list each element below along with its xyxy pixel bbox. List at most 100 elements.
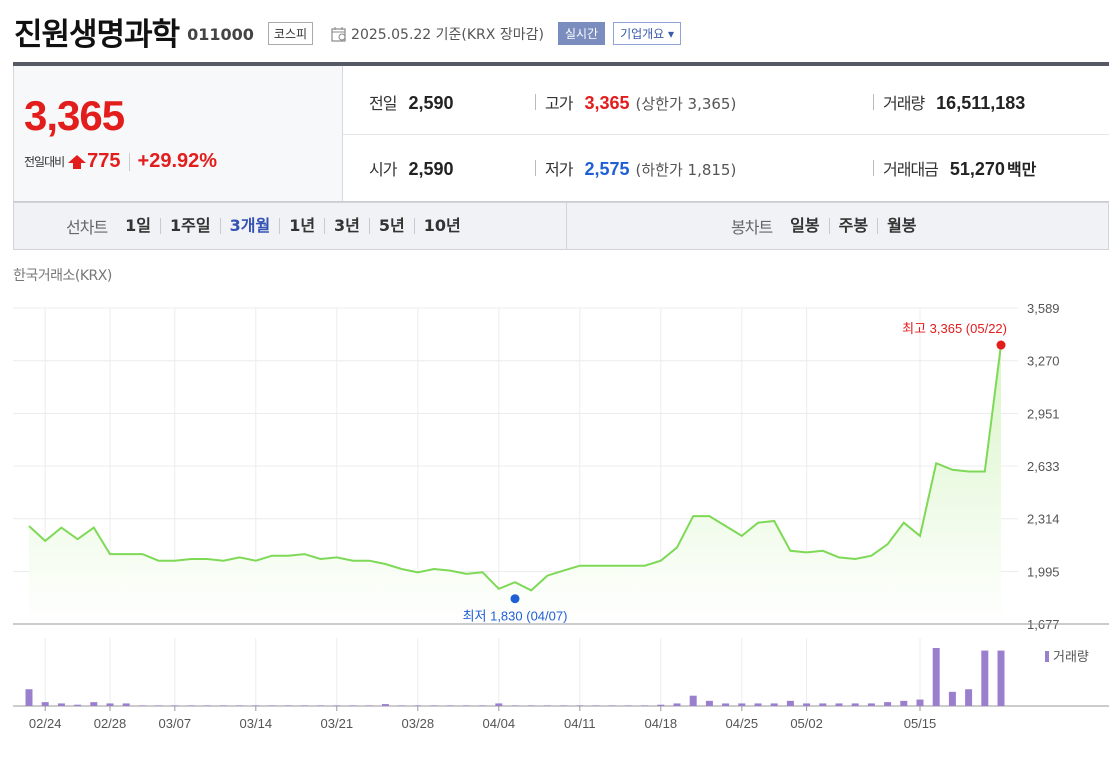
stat-label: 거래대금 (883, 160, 939, 179)
line-tab-1[interactable]: 1주일 (160, 218, 220, 234)
volume-bar (754, 703, 762, 706)
volume-bar (479, 705, 487, 706)
volume-bar (786, 700, 794, 706)
volume-bar (446, 705, 454, 706)
lower-limit: (하한가 1,815) (635, 161, 737, 179)
candle-chart-title: 봉차트 (731, 218, 773, 237)
volume-bar (268, 705, 276, 706)
divider (873, 160, 874, 176)
price-area (29, 345, 1001, 624)
row-divider (343, 134, 1109, 135)
volume-bar (317, 705, 325, 706)
y-tick-label: 2,314 (1027, 512, 1060, 527)
upper-limit: (상한가 3,365) (635, 95, 737, 113)
stat-label: 고가 (545, 94, 573, 113)
volume-bar (997, 650, 1005, 706)
volume-bar (900, 700, 908, 706)
volume-bar (932, 648, 940, 706)
stat-value: 51,270 (949, 159, 1005, 179)
divider (873, 94, 874, 110)
stat-volume: 거래량 16,511,183 (883, 90, 1025, 114)
change-label: 전일대비 (24, 155, 65, 169)
high-annotation: 최고 3,365 (05/22) (902, 321, 1007, 336)
line-tab-0[interactable]: 1일 (125, 216, 152, 235)
volume-bar (965, 689, 973, 706)
stat-value: 2,575 (584, 159, 630, 179)
line-tab-4[interactable]: 3년 (324, 218, 369, 234)
candle-tab-2[interactable]: 월봉 (877, 218, 925, 234)
quote-stats: 전일 2,590 고가 3,365 (상한가 3,365) 거래량 16,511… (343, 66, 1109, 201)
y-tick-label: 1,995 (1027, 564, 1060, 579)
x-tick-label: 02/24 (29, 716, 62, 731)
volume-bar (349, 705, 357, 706)
stock-header: 진원생명과학 011000 코스피 2025.05.22 기준(KRX 장마감)… (14, 0, 1104, 62)
line-chart-tabs: 선차트 1일 1주일 3개월 1년 3년 5년 10년 (14, 203, 567, 249)
volume-bar (835, 703, 843, 706)
volume-bar (430, 705, 438, 706)
volume-bar (803, 703, 811, 706)
volume-bar (722, 703, 730, 706)
company-overview-button[interactable]: 기업개요 ▾ (613, 21, 682, 45)
volume-bar (608, 705, 616, 706)
line-tab-5[interactable]: 5년 (368, 218, 414, 234)
volume-bar (398, 705, 406, 706)
volume-bar (57, 703, 65, 706)
source-label: 한국거래소(KRX) (13, 268, 112, 284)
volume-bar (284, 705, 292, 706)
current-price: 3,365 (24, 92, 125, 139)
line-tab-2[interactable]: 3개월 (219, 218, 280, 234)
divider (535, 94, 536, 110)
volume-bar (236, 705, 244, 706)
date-note: 2025.05.22 기준(KRX 장마감) (351, 26, 544, 43)
x-tick-label: 03/21 (321, 716, 354, 731)
stat-open: 시가 2,590 (369, 156, 454, 180)
x-tick-label: 03/28 (402, 716, 435, 731)
volume-bar (560, 705, 568, 706)
stat-prev-close: 전일 2,590 (369, 90, 454, 114)
low-annotation: 최저 1,830 (04/07) (463, 609, 568, 624)
change-row: 전일대비 775 +29.92% (24, 150, 217, 173)
volume-bar (948, 691, 956, 706)
stock-code: 011000 (187, 24, 254, 44)
divider (128, 152, 130, 171)
price-panel: 3,365 전일대비 775 +29.92% (13, 66, 343, 201)
stat-label: 시가 (369, 160, 397, 179)
volume-bar (171, 705, 179, 706)
x-tick-label: 04/04 (483, 716, 516, 731)
price-line (28, 344, 1002, 592)
company-name: 진원생명과학 (14, 16, 180, 53)
chart-tabbar: 선차트 1일 1주일 3개월 1년 3년 5년 10년 봉차트 일봉 주봉 월봉 (13, 202, 1109, 250)
volume-bar (819, 703, 827, 706)
divider (535, 160, 536, 176)
volume-bar (527, 705, 535, 706)
stat-low: 저가 2,575 (하한가 1,815) (545, 156, 736, 180)
low-marker (510, 594, 520, 604)
x-tick-label: 04/18 (645, 716, 678, 731)
volume-bar (641, 705, 649, 706)
candle-chart-tabs: 봉차트 일봉 주봉 월봉 (567, 203, 1108, 249)
x-tick-label: 05/02 (790, 716, 823, 731)
volume-bar (689, 695, 697, 706)
volume-legend-swatch (1045, 651, 1049, 662)
line-tab-6[interactable]: 10년 (413, 218, 470, 234)
volume-bar (155, 705, 163, 706)
candle-tab-0[interactable]: 일봉 (790, 216, 820, 235)
x-tick-label: 05/15 (904, 716, 937, 731)
volume-bar (90, 702, 98, 706)
volume-bar (187, 705, 195, 706)
x-tick-label: 03/14 (240, 716, 273, 731)
realtime-button[interactable]: 실시간 (557, 21, 606, 45)
stat-label: 전일 (369, 94, 397, 113)
amount-unit: 백만 (1006, 160, 1037, 179)
line-chart-title: 선차트 (66, 218, 108, 237)
volume-bar (543, 705, 551, 706)
volume-bar (657, 704, 665, 706)
x-tick-label: 04/25 (726, 716, 759, 731)
volume-bar (41, 702, 49, 706)
line-tab-3[interactable]: 1년 (279, 218, 324, 234)
candle-tab-1[interactable]: 주봉 (828, 218, 877, 234)
volume-bar (576, 705, 584, 706)
x-tick-label: 04/11 (564, 716, 596, 731)
y-tick-label: 3,589 (1027, 301, 1060, 316)
volume-bar (592, 705, 600, 706)
